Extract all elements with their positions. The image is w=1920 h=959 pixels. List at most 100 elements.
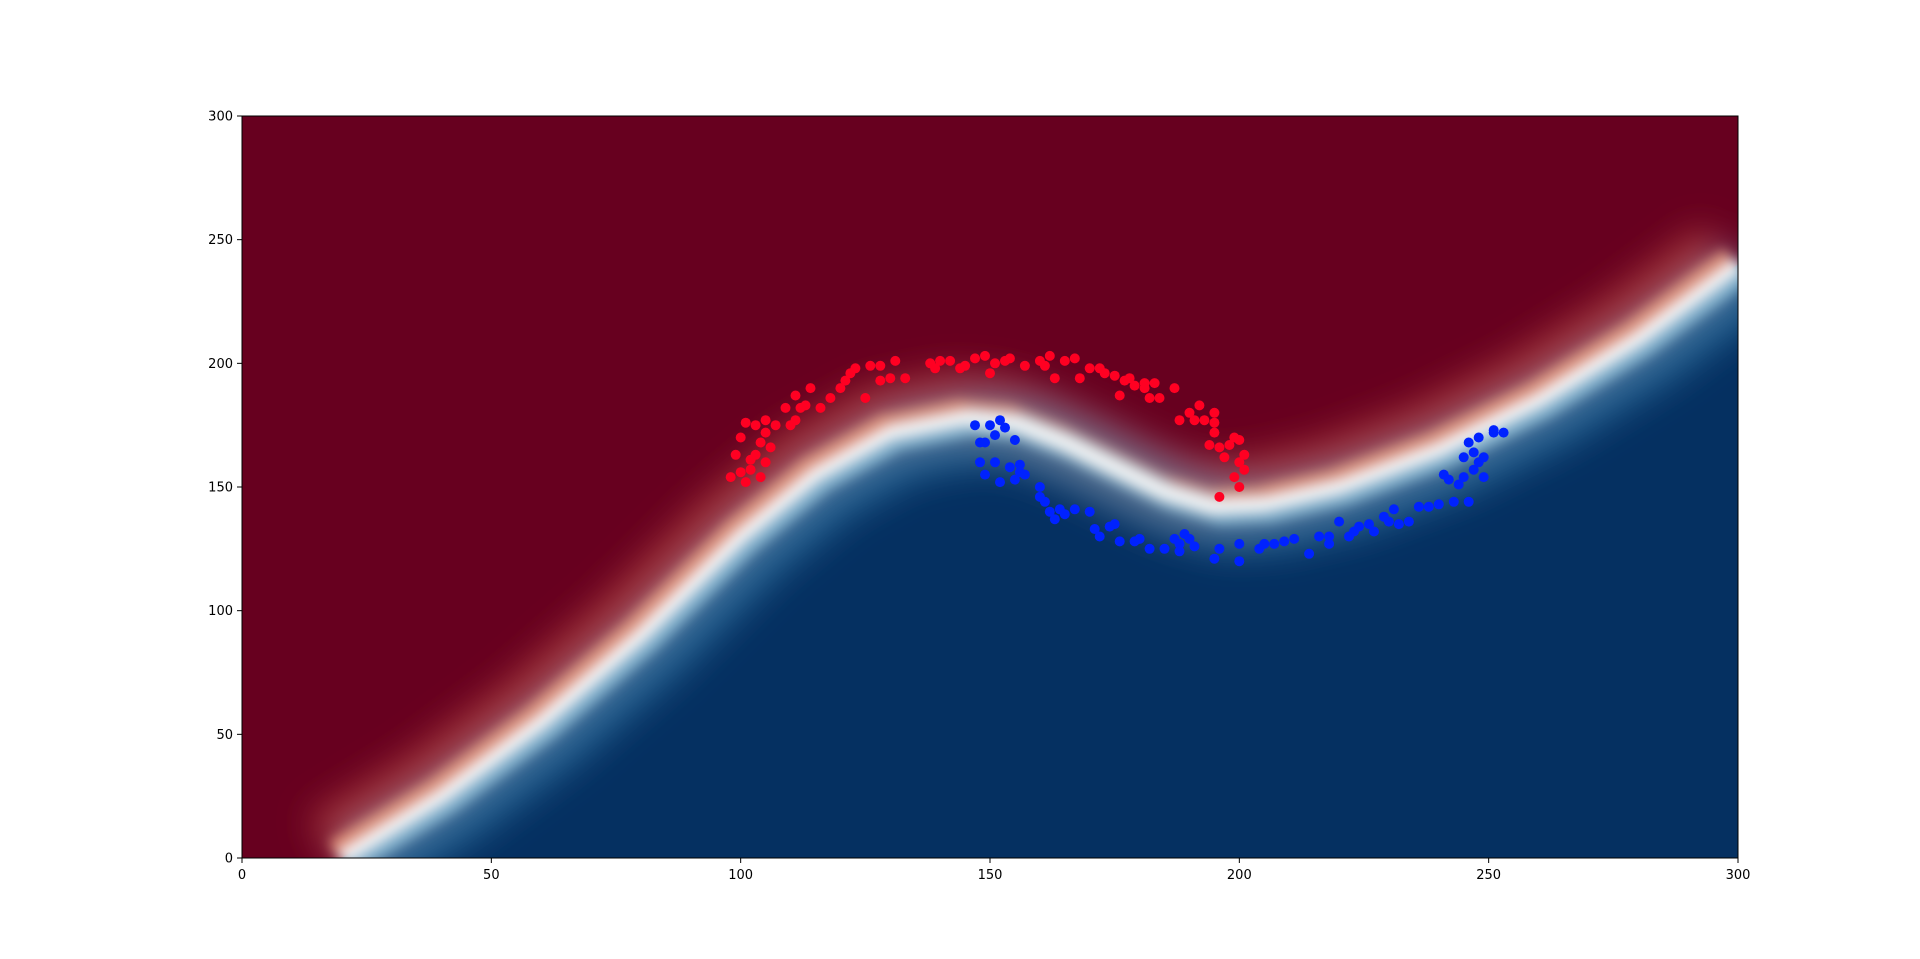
y-tick-label: 50 xyxy=(216,728,233,743)
scatter-point xyxy=(750,449,761,460)
scatter-point xyxy=(975,457,985,468)
scatter-point xyxy=(850,363,861,374)
scatter-point xyxy=(1174,415,1185,426)
scatter-point xyxy=(1189,541,1200,552)
scatter-point xyxy=(1468,464,1479,475)
scatter-point xyxy=(1388,504,1399,515)
scatter-point xyxy=(1443,474,1454,485)
scatter-point xyxy=(730,449,741,460)
scatter-point xyxy=(860,393,871,403)
scatter-point xyxy=(900,373,911,384)
scatter-point xyxy=(1184,407,1195,418)
scatter-points xyxy=(725,350,1509,567)
scatter-point xyxy=(1234,457,1245,468)
scatter-point xyxy=(740,477,751,488)
scatter-point xyxy=(875,375,886,386)
scatter-point xyxy=(1109,370,1120,381)
scatter-point xyxy=(1209,417,1220,428)
scatter-point xyxy=(1269,538,1280,549)
scatter-point xyxy=(1383,516,1394,527)
scatter-point xyxy=(1069,353,1080,364)
scatter-point xyxy=(1289,533,1300,544)
scatter-point xyxy=(1209,407,1220,418)
scatter-point xyxy=(1014,459,1025,470)
y-axis: 0 50 100 150 200 250 300 xyxy=(208,110,242,867)
scatter-point xyxy=(1488,427,1499,438)
scatter-point xyxy=(960,360,971,371)
scatter-point xyxy=(1234,556,1245,567)
scatter-point xyxy=(1089,524,1100,534)
scatter-point xyxy=(990,457,1000,468)
x-tick-label: 50 xyxy=(483,868,500,883)
scatter-point xyxy=(1463,437,1474,448)
scatter-point xyxy=(790,390,801,401)
scatter-point xyxy=(1000,422,1010,433)
scatter-point xyxy=(1224,440,1235,450)
scatter-point xyxy=(1199,415,1210,426)
decision-surface-lower-region xyxy=(341,264,1738,858)
scatter-point xyxy=(1458,452,1469,463)
scatter-point xyxy=(1124,373,1135,384)
scatter-point xyxy=(1059,509,1070,520)
x-tick-label: 150 xyxy=(978,868,1003,883)
scatter-point xyxy=(1159,543,1170,554)
scatter-point xyxy=(1234,435,1245,445)
scatter-point xyxy=(1129,380,1140,391)
scatter-point xyxy=(1239,464,1250,475)
scatter-point xyxy=(770,420,781,431)
scatter-point xyxy=(1184,533,1195,544)
scatter-point xyxy=(995,415,1005,426)
x-tick-label: 300 xyxy=(1726,868,1751,883)
scatter-point xyxy=(875,360,886,371)
scatter-point xyxy=(1234,538,1245,549)
scatter-point xyxy=(970,353,980,364)
scatter-point xyxy=(1473,432,1484,443)
scatter-point xyxy=(1154,393,1165,403)
scatter-point xyxy=(1174,538,1185,549)
scatter-point xyxy=(1324,531,1335,542)
scatter-point xyxy=(890,355,901,366)
x-tick-label: 100 xyxy=(728,868,753,883)
scatter-point xyxy=(935,355,946,366)
scatter-point xyxy=(1219,452,1230,463)
scatter-point xyxy=(1259,538,1270,549)
plot-area xyxy=(242,116,1738,858)
y-tick-label: 0 xyxy=(225,852,233,867)
scatter-point xyxy=(1134,533,1145,544)
scatter-point xyxy=(1423,501,1434,512)
scatter-point xyxy=(780,402,791,413)
scatter-point xyxy=(980,437,990,448)
scatter-point xyxy=(1433,499,1444,510)
scatter-point xyxy=(1144,393,1155,403)
scatter-point xyxy=(1044,350,1055,361)
scatter-point xyxy=(1004,462,1015,473)
scatter-point xyxy=(980,469,990,480)
y-tick-label: 200 xyxy=(208,357,233,372)
scatter-point xyxy=(1478,472,1489,483)
scatter-point xyxy=(985,420,995,431)
scatter-point xyxy=(1139,383,1150,394)
scatter-point xyxy=(1324,538,1335,549)
scatter-point xyxy=(725,472,736,483)
scatter-point xyxy=(1393,519,1404,530)
scatter-point xyxy=(1354,521,1364,532)
scatter-point xyxy=(930,363,941,374)
scatter-point xyxy=(1044,506,1055,517)
scatter-point xyxy=(1084,363,1095,374)
scatter-point xyxy=(835,383,846,394)
scatter-point xyxy=(1279,536,1290,547)
scatter-point xyxy=(1114,536,1125,547)
scatter-point xyxy=(755,437,766,448)
scatter-point xyxy=(1458,472,1469,483)
scatter-point xyxy=(1334,516,1345,527)
scatter-point xyxy=(1214,543,1225,554)
scatter-point xyxy=(1094,531,1105,542)
decision-boundary xyxy=(328,248,1738,858)
scatter-point xyxy=(760,415,771,426)
scatter-point xyxy=(1304,548,1315,559)
scatter-point xyxy=(1463,496,1474,507)
scatter-point xyxy=(1214,491,1225,502)
scatter-point xyxy=(1498,427,1509,438)
scatter-point xyxy=(1448,496,1459,507)
